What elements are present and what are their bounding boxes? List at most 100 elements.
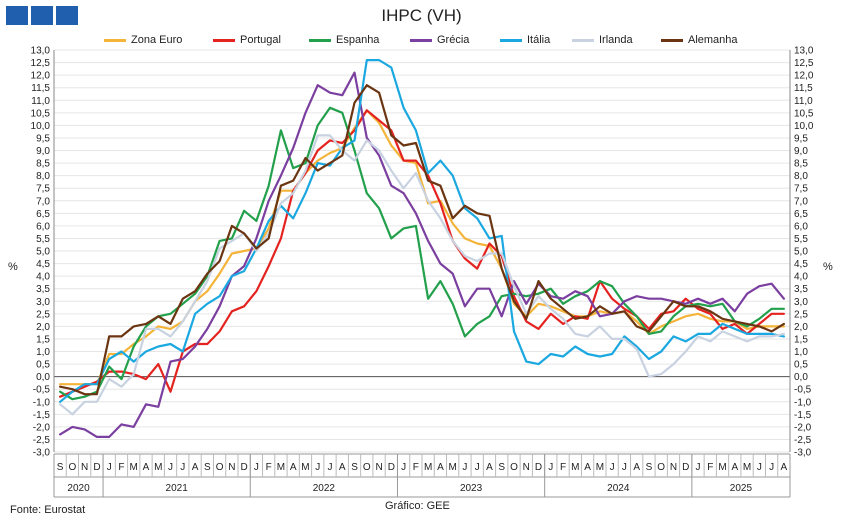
y-tick-label-left: 5,0 bbox=[36, 247, 50, 258]
y-tick-label-right: 7,0 bbox=[794, 196, 808, 207]
series-line-italia bbox=[58, 58, 786, 403]
month-tick-label: M bbox=[743, 462, 751, 473]
y-tick-label-left: 13,0 bbox=[31, 46, 51, 57]
y-axis-unit-left: % bbox=[8, 261, 18, 273]
y-tick-label-left: 0,0 bbox=[36, 372, 50, 383]
legend-label: Itália bbox=[527, 34, 551, 46]
month-tick-label: S bbox=[57, 462, 64, 473]
month-tick-label: M bbox=[448, 462, 456, 473]
y-tick-label-left: 12,5 bbox=[31, 58, 51, 69]
month-tick-label: D bbox=[388, 462, 395, 473]
y-tick-label-right: 9,5 bbox=[794, 133, 808, 144]
month-tick-label: O bbox=[657, 462, 665, 473]
month-tick-label: S bbox=[351, 462, 358, 473]
month-tick-label: J bbox=[328, 462, 333, 473]
month-tick-label: A bbox=[633, 462, 640, 473]
month-tick-label: M bbox=[424, 462, 432, 473]
legend-item-zona-euro: Zona Euro bbox=[104, 34, 182, 46]
year-label: 2025 bbox=[730, 483, 753, 494]
year-label: 2021 bbox=[166, 483, 189, 494]
y-tick-label-left: -3,0 bbox=[33, 448, 51, 459]
month-tick-label: D bbox=[93, 462, 100, 473]
y-tick-label-left: 11,5 bbox=[31, 83, 50, 94]
month-tick-label: J bbox=[462, 462, 467, 473]
y-tick-label-left: 10,5 bbox=[31, 108, 51, 119]
month-tick-label: J bbox=[757, 462, 762, 473]
y-tick-label-right: 0,0 bbox=[794, 372, 808, 383]
legend-item-alemanha: Alemanha bbox=[661, 34, 738, 46]
month-tick-label: O bbox=[216, 462, 224, 473]
month-tick-label: A bbox=[781, 462, 788, 473]
y-tick-label-left: 7,0 bbox=[36, 196, 50, 207]
month-tick-label: J bbox=[180, 462, 185, 473]
month-tick-label: S bbox=[498, 462, 505, 473]
y-tick-label-left: 1,0 bbox=[36, 347, 50, 358]
chart-legend: Zona Euro Portugal Espanha Grécia Itália Irla… bbox=[0, 34, 843, 48]
month-tick-label: M bbox=[596, 462, 604, 473]
y-tick-label-left: 1,5 bbox=[36, 334, 50, 345]
y-tick-label-left: 4,5 bbox=[36, 259, 50, 270]
month-tick-label: N bbox=[670, 462, 677, 473]
y-tick-label-right: 8,5 bbox=[794, 159, 808, 170]
y-tick-label-right: 11,0 bbox=[794, 96, 813, 107]
legend-label: Zona Euro bbox=[131, 34, 183, 46]
y-tick-label-right: -0,5 bbox=[794, 385, 812, 396]
y-tick-label-right: 9,0 bbox=[794, 146, 808, 157]
y-tick-label-right: 7,5 bbox=[794, 184, 808, 195]
month-tick-label: N bbox=[228, 462, 235, 473]
gee-logo bbox=[6, 6, 78, 25]
y-tick-label-left: 10,0 bbox=[31, 121, 51, 132]
month-tick-label: A bbox=[486, 462, 493, 473]
month-tick-label: J bbox=[610, 462, 615, 473]
y-tick-label-right: 2,0 bbox=[794, 322, 808, 333]
month-tick-label: A bbox=[584, 462, 591, 473]
month-tick-label: M bbox=[718, 462, 726, 473]
month-tick-label: J bbox=[315, 462, 320, 473]
year-label: 2020 bbox=[67, 483, 90, 494]
y-tick-label-left: -1,5 bbox=[33, 410, 51, 421]
chart-title: IHPC (VH) bbox=[381, 6, 462, 25]
legend-swatch bbox=[572, 38, 594, 42]
y-tick-label-right: 0,5 bbox=[794, 360, 808, 371]
month-tick-label: D bbox=[241, 462, 248, 473]
month-tick-label: M bbox=[277, 462, 285, 473]
y-tick-label-left: -2,5 bbox=[33, 435, 51, 446]
month-tick-label: O bbox=[363, 462, 371, 473]
month-tick-label: F bbox=[707, 462, 713, 473]
y-tick-label-left: -2,0 bbox=[33, 422, 51, 433]
legend-label: Alemanha bbox=[688, 34, 738, 46]
y-tick-label-left: 8,5 bbox=[36, 159, 50, 170]
y-tick-label-right: -2,0 bbox=[794, 422, 812, 433]
source-note: Fonte: Eurostat bbox=[10, 504, 86, 516]
y-tick-label-right: 3,5 bbox=[794, 284, 808, 295]
month-tick-label: A bbox=[339, 462, 346, 473]
y-tick-label-right: 5,0 bbox=[794, 247, 808, 258]
y-tick-label-right: 3,0 bbox=[794, 297, 808, 308]
legend-swatch bbox=[104, 38, 126, 42]
y-tick-label-right: 12,5 bbox=[794, 58, 814, 69]
series-line-alemanha bbox=[58, 84, 786, 396]
y-tick-label-right: 13,0 bbox=[794, 46, 814, 57]
month-tick-label: N bbox=[523, 462, 530, 473]
y-tick-label-left: -0,5 bbox=[33, 385, 51, 396]
month-tick-label: M bbox=[301, 462, 309, 473]
legend-label: Irlanda bbox=[599, 34, 633, 46]
y-tick-label-right: 8,0 bbox=[794, 171, 808, 182]
legend-item-portugal: Portugal bbox=[213, 34, 281, 46]
month-tick-label: J bbox=[696, 462, 701, 473]
y-tick-label-left: 7,5 bbox=[36, 184, 50, 195]
series-line-grecia bbox=[58, 71, 786, 438]
month-tick-label: A bbox=[143, 462, 150, 473]
month-tick-label: N bbox=[375, 462, 382, 473]
y-tick-label-left: 4,0 bbox=[36, 272, 50, 283]
month-tick-label: J bbox=[548, 462, 553, 473]
y-tick-label-left: 9,5 bbox=[36, 133, 50, 144]
logo-block-1 bbox=[6, 6, 28, 25]
month-tick-label: S bbox=[204, 462, 211, 473]
y-tick-label-right: -1,5 bbox=[794, 410, 812, 421]
chart-credit: Gráfico: GEE bbox=[385, 500, 450, 512]
y-tick-label-left: 9,0 bbox=[36, 146, 50, 157]
month-tick-label: D bbox=[682, 462, 689, 473]
legend-swatch bbox=[500, 38, 522, 42]
